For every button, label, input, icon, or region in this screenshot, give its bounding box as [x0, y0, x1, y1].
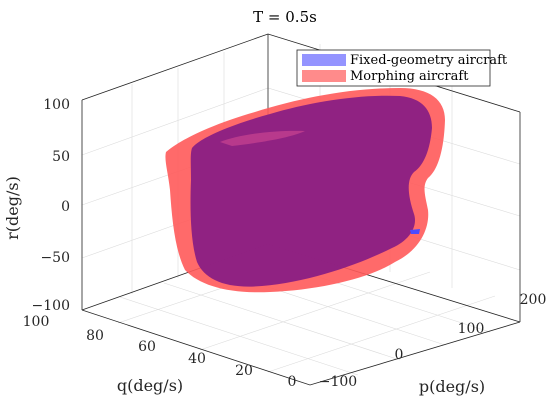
legend: Fixed-geometry aircraft Morphing aircraf…: [296, 49, 508, 87]
x-axis-label: p(deg/s): [419, 377, 485, 396]
legend-swatch-fixed: [302, 54, 346, 66]
x-tick-label: −100: [319, 374, 357, 390]
z-tick-label: 100: [43, 97, 70, 113]
z-tick-label: 0: [61, 199, 70, 215]
y-tick-label: 80: [86, 328, 104, 344]
y-axis-label: q(deg/s): [117, 376, 183, 395]
surface-highlight: [220, 130, 305, 146]
z-tick-label: 50: [52, 149, 70, 165]
chart-title: T = 0.5s: [253, 8, 317, 26]
x-tick-label: 100: [458, 321, 485, 337]
z-tick-label: −50: [40, 250, 70, 266]
legend-swatch-morphing: [302, 70, 346, 82]
legend-label-morphing: Morphing aircraft: [350, 69, 469, 84]
y-tick-label: 40: [188, 351, 206, 367]
x-axis: −100 0 100 200 p(deg/s): [319, 292, 547, 396]
y-tick-label: 100: [23, 314, 50, 330]
fixed-geometry-tip: [410, 229, 420, 234]
z-axis: 100 50 0 −50 −100 r(deg/s): [3, 97, 70, 314]
y-tick-label: 60: [138, 339, 156, 355]
z-axis-label: r(deg/s): [3, 176, 22, 240]
x-tick-label: 0: [395, 347, 404, 363]
x-tick-label: 200: [520, 292, 547, 308]
y-axis: 100 80 60 40 20 0 q(deg/s): [23, 314, 297, 395]
legend-label-fixed: Fixed-geometry aircraft: [350, 53, 508, 68]
z-tick-label: −100: [32, 298, 70, 314]
y-tick-label: 20: [235, 363, 253, 379]
y-tick-label: 0: [288, 374, 297, 390]
